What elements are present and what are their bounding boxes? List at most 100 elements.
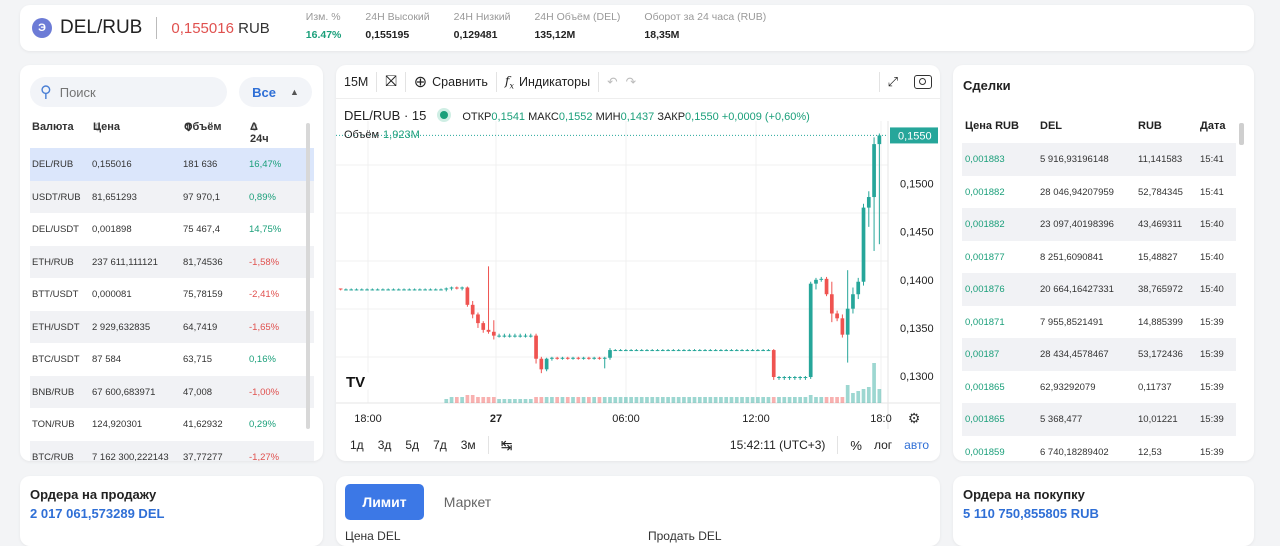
candle-body xyxy=(814,279,818,284)
market-price: 67 600,683971 xyxy=(92,386,156,398)
sort-icon: ⇕ xyxy=(250,122,260,134)
market-row[interactable]: USDT/RUB 81,651293 97 970,1 0,89% xyxy=(30,180,314,213)
undo-button[interactable]: ↶ xyxy=(599,65,625,99)
market-row[interactable]: ETH/RUB 237 611,111121 81,74536 -1,58% xyxy=(30,245,314,278)
market-row[interactable]: DEL/RUB 0,155016 181 636 16,47% xyxy=(30,148,314,181)
price-value: 0,155016 xyxy=(171,19,234,37)
undo-icon: ↶ xyxy=(607,75,618,89)
divider xyxy=(404,71,406,92)
trades-title: Сделки xyxy=(963,78,1011,93)
tf-3m[interactable]: 3м xyxy=(460,438,476,452)
candle-body xyxy=(623,350,628,352)
scrollbar[interactable] xyxy=(1239,123,1244,145)
trade-rub: 52,784345 xyxy=(1138,186,1183,198)
volume-bar xyxy=(634,397,639,403)
log-toggle[interactable]: лог xyxy=(873,438,893,452)
fullscreen-button[interactable]: ⤢ xyxy=(880,65,906,99)
stat-value: 0,155195 xyxy=(365,29,410,41)
trade-del: 5 368,477 xyxy=(1040,414,1083,425)
scrollbar[interactable] xyxy=(306,123,310,429)
volume-bar xyxy=(756,397,760,403)
divider xyxy=(598,71,600,92)
screenshot-button[interactable] xyxy=(906,65,940,99)
trade-date: 15:40 xyxy=(1200,284,1224,295)
trade-rub: 11,141583 xyxy=(1138,154,1183,165)
redo-button[interactable]: ↷ xyxy=(626,65,644,99)
sort-desc-icon: ⇕ xyxy=(184,122,194,134)
indicators-button[interactable]: fx Индикаторы xyxy=(497,65,598,99)
col-date: Дата xyxy=(1200,120,1226,132)
interval-button[interactable]: 15M xyxy=(344,74,369,89)
candle-body xyxy=(703,350,707,352)
percent-toggle[interactable]: % xyxy=(850,437,862,453)
volume-bar xyxy=(497,399,501,403)
trade-date: 15:39 xyxy=(1200,446,1224,458)
filter-select[interactable]: Все ▲ xyxy=(239,77,312,107)
tab-limit[interactable]: Лимит xyxy=(345,484,424,520)
divider xyxy=(487,436,489,454)
stat-label: 24H Объём (DEL) xyxy=(534,11,621,23)
market-row[interactable]: BTT/USDT 0,000081 75,78159 -2,41% xyxy=(30,278,314,311)
candle-body xyxy=(381,289,385,291)
volume-bar xyxy=(560,397,565,403)
tf-1d[interactable]: 1д xyxy=(350,438,364,452)
market-row[interactable]: BTC/USDT 87 584 63,715 0,16% xyxy=(30,343,314,376)
market-volume: 75,78159 xyxy=(183,289,223,300)
col-currency[interactable]: Валюта xyxy=(32,121,74,133)
volume-bar xyxy=(692,397,697,403)
candle-body xyxy=(497,335,501,337)
tab-market[interactable]: Маркет xyxy=(443,494,492,510)
trade-rub: 12,53 xyxy=(1138,446,1162,458)
volume-bar xyxy=(528,399,533,403)
search-input[interactable] xyxy=(59,84,200,100)
price-chart[interactable]: 0,1500 0,1450 0,1400 0,1350 0,1300 0,1550 18:0… xyxy=(336,121,940,429)
volume-bar xyxy=(655,397,660,403)
last-price-tag xyxy=(890,127,938,144)
col-price-label: Цена xyxy=(93,121,121,133)
x-tick-label: 18:0 xyxy=(870,413,891,425)
goto-date-icon[interactable]: ↹ xyxy=(500,436,513,453)
trade-price: 0,001859 xyxy=(965,446,1005,458)
market-row[interactable]: ETH/USDT 2 929,632835 64,7419 -1,65% xyxy=(30,310,314,343)
candle-body xyxy=(423,289,427,291)
camera-icon xyxy=(914,74,932,89)
candle-body xyxy=(587,357,591,359)
tf-5d[interactable]: 5д xyxy=(405,438,420,452)
candle-body xyxy=(486,329,491,332)
volume-label: Объём xyxy=(344,129,380,141)
volume-bar xyxy=(576,397,581,403)
auto-toggle[interactable]: авто xyxy=(904,438,929,452)
market-price: 0,155016 xyxy=(92,159,132,170)
market-row[interactable]: TON/RUB 124,920301 41,62932 0,29% xyxy=(30,408,314,441)
tf-3d[interactable]: 3д xyxy=(377,438,392,452)
sell-field-label: Продать DEL xyxy=(648,529,722,543)
candles-type-button[interactable]: ⛝ xyxy=(377,65,404,99)
pair-title: DEL/RUB xyxy=(60,17,143,38)
compare-button[interactable]: ⊕ Сравнить xyxy=(406,65,496,99)
volume-bar xyxy=(486,397,491,403)
candle-body xyxy=(576,357,581,359)
candle-body xyxy=(386,289,391,291)
candle-body xyxy=(571,357,575,359)
search-box[interactable]: ⚲ xyxy=(30,77,227,107)
chart-panel: 15M ⛝ ⊕ Сравнить fx Индикаторы ↶ ↷ ⤢ 0,150… xyxy=(336,65,940,461)
candle-body xyxy=(660,350,665,352)
volume-bar xyxy=(856,391,861,403)
indicators-label: Индикаторы xyxy=(519,74,591,89)
tf-7d[interactable]: 7д xyxy=(433,438,447,452)
volume-bar xyxy=(829,397,834,403)
candle-body xyxy=(613,350,618,352)
market-row[interactable]: BNB/RUB 67 600,683971 47,008 -1,00% xyxy=(30,375,314,408)
trade-del: 62,93292079 xyxy=(1040,381,1096,393)
market-row[interactable]: BTC/RUB 7 162 300,222143 37,77277 -1,27% xyxy=(30,440,314,462)
chart-bottom-bar: 1д 3д 5д 7д 3м ↹ 15:42:11 (UTC+3) % лог … xyxy=(336,429,940,461)
candle-body xyxy=(460,287,464,289)
ohlc-close-label: ЗАКР xyxy=(657,111,686,123)
col-price: Цена RUB xyxy=(965,120,1019,132)
market-volume: 37,77277 xyxy=(183,451,223,462)
candle-body xyxy=(465,287,470,305)
market-price: 2 929,632835 xyxy=(92,321,151,333)
volume-bar xyxy=(639,397,644,403)
market-row[interactable]: DEL/USDT 0,001898 75 467,4 14,75% xyxy=(30,213,314,246)
candle-body xyxy=(872,144,876,198)
